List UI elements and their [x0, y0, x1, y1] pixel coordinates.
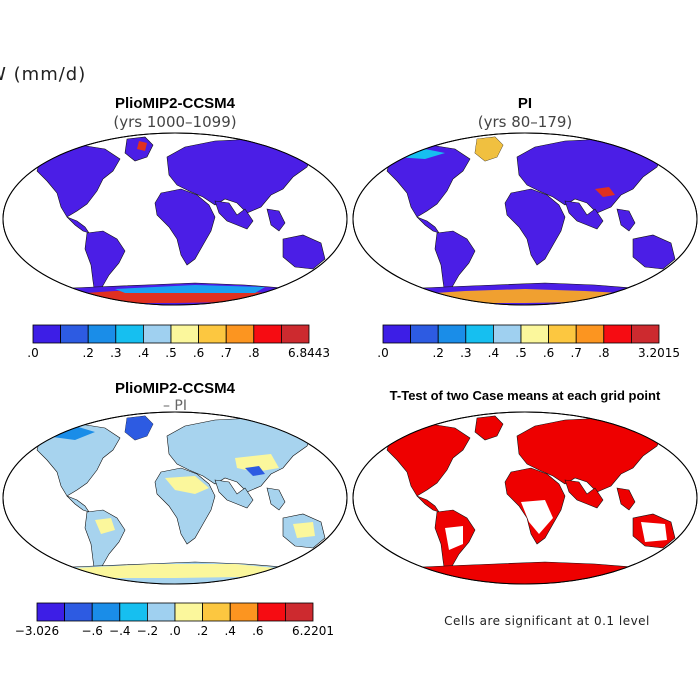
colorbar-swatch: [520, 324, 550, 344]
panel-ttest-title: T-Test of two Case means at each grid po…: [390, 388, 661, 403]
colorbar-swatch: [225, 324, 255, 344]
colorbar-tick-label: .4: [488, 346, 499, 360]
colorbar-tick-label: −.4: [109, 624, 131, 638]
colorbar-tick-label: .7: [220, 346, 231, 360]
panel-diff-title: PlioMIP2-CCSM4: [115, 380, 236, 397]
colorbar-tick-label: .5: [165, 346, 176, 360]
map-diff: [2, 411, 348, 585]
colorbar-tick-label: .4: [138, 346, 149, 360]
colorbar-tick-label: .8: [248, 346, 259, 360]
colorbar-swatch: [257, 602, 286, 622]
colorbar-swatch: [603, 324, 632, 344]
colorbar-swatch: [174, 602, 204, 622]
colorbar-swatch: [253, 324, 282, 344]
colorbar-tick-label: .4: [224, 624, 235, 638]
colorbar-tick-label: .7: [570, 346, 581, 360]
colorbar-tick-label: .2: [82, 346, 93, 360]
colorbar-swatch: [437, 324, 467, 344]
colorbar-swatch: [91, 602, 121, 622]
colorbar-tick-label: .3: [110, 346, 121, 360]
colorbar-swatch: [382, 324, 412, 344]
colorbar-swatch: [87, 324, 117, 344]
panel-pliomip-title: PlioMIP2-CCSM4: [115, 95, 236, 112]
colorbar-tick-label: .8: [598, 346, 609, 360]
greenland-snow-pi: [475, 137, 503, 161]
colorbar-tick-label: .2: [432, 346, 443, 360]
colorbar-tick-label: .6: [252, 624, 263, 638]
colorbar-tick-label: .3: [460, 346, 471, 360]
colorbar-tick-label: 6.2201: [292, 624, 334, 638]
colorbar-tick-label: −.6: [81, 624, 103, 638]
australia-diff: [293, 522, 315, 538]
colorbar-swatch: [465, 324, 494, 344]
panel-pi-title: PI: [518, 95, 532, 112]
colorbar-swatch: [119, 602, 148, 622]
colorbar-swatch: [170, 324, 200, 344]
colorbar-swatch: [32, 324, 62, 344]
greenland-diff: [125, 416, 153, 440]
asia-diff: [235, 454, 279, 472]
sahara-diff: [165, 476, 209, 494]
colorbar-tick-label: .5: [515, 346, 526, 360]
colorbar-swatch: [146, 602, 176, 622]
colorbar-diff: −3.026 −.6 −.4 −.2 .0 .2 .4 .6 6.2201: [15, 602, 334, 638]
colorbar-tick-label: .2: [197, 624, 208, 638]
colorbar-swatch: [631, 324, 660, 344]
antarctic-mid-pliomip: [115, 285, 265, 293]
map-pliomip: [2, 132, 348, 306]
colorbar-pi: .0 .2 .3 .4 .5 .6 .7 .8 3.2015: [377, 324, 680, 360]
colorbar-swatch: [142, 324, 172, 344]
arctic-diff: [45, 426, 95, 440]
map-pi: [352, 132, 698, 306]
colorbar-swatch: [492, 324, 522, 344]
colorbar-tick-label: 3.2015: [638, 346, 680, 360]
colorbar-swatch: [229, 602, 259, 622]
panel-pi: PI (yrs 80–179) .0 .2 .3 .4 .5 .6 .7 .8 3.2015: [352, 95, 698, 360]
colorbar-swatch: [60, 324, 89, 344]
colorbar-swatch: [575, 324, 605, 344]
figure-title: JJA SNOW (mm/d): [0, 64, 86, 85]
colorbar-swatch: [202, 602, 231, 622]
colorbar-tick-label: .6: [543, 346, 554, 360]
antarctic-diff: [65, 564, 305, 578]
colorbar-tick-label: .0: [169, 624, 180, 638]
samerica-nonsig: [445, 526, 463, 550]
panel-pliomip-subtitle: (yrs 1000–1099): [113, 113, 236, 131]
colorbar-pliomip: .0 .2 .3 .4 .5 .6 .7 .8 6.8443: [27, 324, 330, 360]
colorbar-swatch: [36, 602, 66, 622]
panel-ttest: T-Test of two Case means at each grid po…: [352, 388, 698, 628]
colorbar-tick-label: .6: [193, 346, 204, 360]
amazon-diff: [95, 518, 115, 534]
colorbar-tick-label: −.2: [137, 624, 159, 638]
colorbar-swatch: [280, 324, 310, 344]
colorbar-tick-label: .0: [27, 346, 38, 360]
tibet-snow-pi: [595, 187, 615, 197]
map-ttest: [352, 411, 698, 585]
colorbar-swatch: [64, 602, 93, 622]
colorbar-swatch: [548, 324, 577, 344]
tibet-diff: [245, 466, 265, 476]
colorbar-swatch: [115, 324, 144, 344]
australia-nonsig: [641, 522, 667, 542]
colorbar-swatch: [410, 324, 439, 344]
colorbar-swatch: [284, 602, 314, 622]
colorbar-tick-label: 6.8443: [288, 346, 330, 360]
panel-pi-subtitle: (yrs 80–179): [478, 113, 573, 131]
africa-nonsig: [521, 500, 553, 534]
colorbar-tick-label: .0: [377, 346, 388, 360]
panel-diff-subtitle: – PI: [163, 398, 187, 414]
panel-diff: PlioMIP2-CCSM4 – PI −3.026 −.6 −.4 −.2 .0 .2.…: [2, 380, 348, 638]
greenland-snow-pliomip: [137, 141, 147, 151]
panel-pliomip: PlioMIP2-CCSM4 (yrs 1000–1099) .0 .2 .3 .4.…: [2, 95, 348, 360]
colorbar-swatch: [198, 324, 227, 344]
colorbar-tick-label: −3.026: [15, 624, 59, 638]
significance-note: Cells are significant at 0.1 level: [444, 614, 650, 628]
